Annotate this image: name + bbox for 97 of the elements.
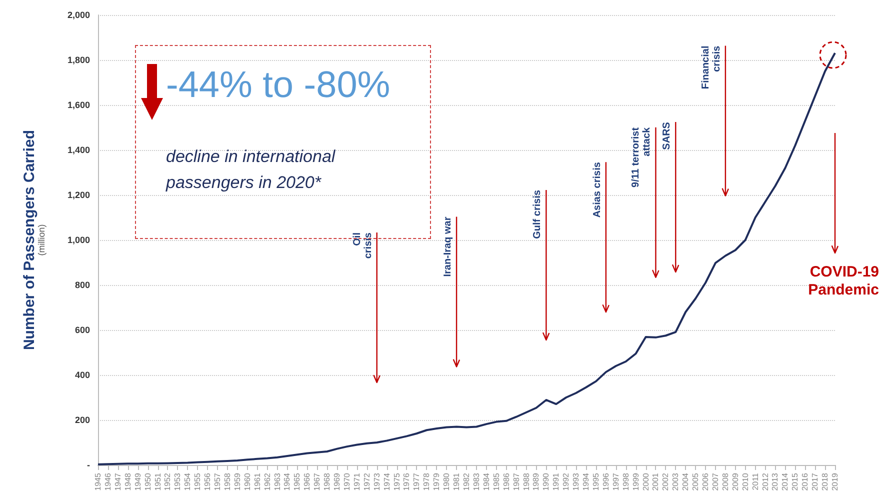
x-tick-label: 1949 xyxy=(133,472,142,491)
x-tick-label: 2014 xyxy=(780,472,790,491)
x-tick-label: 1958 xyxy=(222,472,232,491)
x-tick-label: 1947 xyxy=(113,472,122,491)
x-tick-label: 2003 xyxy=(671,472,680,491)
x-tick-label: 2019 xyxy=(830,472,840,491)
ref-line-label: Asias crisis xyxy=(592,162,603,218)
x-tick-label: 1968 xyxy=(322,472,332,491)
x-tick-label: 1954 xyxy=(183,472,192,491)
x-tick-label: 1951 xyxy=(153,472,162,491)
x-tick-label: 1948 xyxy=(123,472,132,491)
x-tick-label: 1982 xyxy=(462,472,471,491)
x-tick-label: 2018 xyxy=(820,472,830,491)
y-tick-label: 2,000 xyxy=(67,10,90,20)
ref-line-label: SARS xyxy=(662,122,673,150)
x-tick-label: 1999 xyxy=(631,472,640,491)
x-tick-label: 1950 xyxy=(143,472,152,491)
x-tick-label: 1986 xyxy=(502,472,511,491)
x-tick-label: 1976 xyxy=(402,472,412,491)
x-tick-label: 2016 xyxy=(800,472,810,491)
x-tick-label: 1987 xyxy=(512,472,521,491)
x-tick-label: 2013 xyxy=(770,472,780,491)
x-tick-label: 2002 xyxy=(661,472,670,491)
ref-line-label: Oil crisis xyxy=(352,232,374,259)
x-tick-label: 1960 xyxy=(242,472,252,491)
y-tick-label: 1,600 xyxy=(67,100,90,110)
x-tick-label: 1992 xyxy=(562,472,571,491)
x-tick-label: 1995 xyxy=(591,472,600,491)
x-tick-label: 1977 xyxy=(412,472,422,491)
y-tick-label: 1,400 xyxy=(67,145,90,155)
x-tick-label: 1997 xyxy=(611,472,620,491)
ref-line-label: Financial crisis xyxy=(700,45,722,90)
ref-line-label: Gulf crisis xyxy=(532,190,544,239)
x-tick-label: 1957 xyxy=(213,472,222,491)
x-tick-label: 1945 xyxy=(94,472,102,491)
x-tick-label: 1966 xyxy=(302,472,312,491)
x-tick-label: 1975 xyxy=(392,472,402,491)
x-tick-label: 1980 xyxy=(442,472,452,491)
x-tick-label: 1971 xyxy=(352,472,362,491)
x-tick-label: 2004 xyxy=(681,472,690,491)
ref-line-label: Iran-Iraq war xyxy=(442,216,454,277)
x-tick-label: 1998 xyxy=(621,472,630,491)
x-tick-label: 2015 xyxy=(790,472,800,491)
x-tick-label: 2011 xyxy=(750,472,760,490)
x-tick-label: 1961 xyxy=(252,472,262,491)
y-tick-label: 800 xyxy=(74,280,90,290)
y-tick-label: 1,000 xyxy=(67,235,90,245)
x-tick-label: 1996 xyxy=(601,472,610,491)
x-tick-label: 2009 xyxy=(730,472,740,491)
x-tick-label: 2000 xyxy=(641,472,650,491)
ref-line-label: 9/11 terrorist attack xyxy=(630,126,653,188)
x-tick-label: 2008 xyxy=(720,472,730,491)
x-tick-label: 1990 xyxy=(542,472,551,491)
x-tick-label: 2005 xyxy=(691,472,700,491)
y-tick-label: 1,200 xyxy=(67,190,90,200)
x-tick-label: 1972 xyxy=(362,472,372,491)
x-tick-label: 1953 xyxy=(173,472,182,491)
x-tick-label: 2010 xyxy=(740,472,750,491)
x-tick-label: 2001 xyxy=(651,472,660,491)
ref-line-label: COVID-19 Pandemic xyxy=(808,264,879,299)
annotation: decline in international passengers in 2020* xyxy=(166,146,336,194)
x-tick-label: 1989 xyxy=(532,472,541,491)
x-tick-label: 1973 xyxy=(372,472,382,491)
x-tick-label: 1984 xyxy=(482,472,491,491)
x-tick-label: 2017 xyxy=(810,472,820,491)
x-tick-label: 1967 xyxy=(312,472,322,491)
x-tick-label: 2007 xyxy=(710,472,720,491)
x-tick-label: 1963 xyxy=(272,472,282,491)
x-tick-label: 1978 xyxy=(422,472,432,491)
x-tick-label: 1988 xyxy=(522,472,531,491)
x-tick-label: 2012 xyxy=(760,472,770,491)
y-tick-label: 200 xyxy=(74,415,90,425)
x-tick-label: 1985 xyxy=(492,472,501,491)
x-tick-label: 1993 xyxy=(572,472,581,491)
x-tick-label: 1952 xyxy=(163,472,172,491)
x-tick-label: 1964 xyxy=(282,472,292,491)
y-tick-label: 600 xyxy=(74,325,90,335)
annotation: -44% to -80% xyxy=(166,64,390,106)
x-tick-label: 1983 xyxy=(472,472,481,491)
x-tick-label: 1962 xyxy=(262,472,272,491)
x-tick-label: 1956 xyxy=(203,472,212,491)
x-tick-label: 1970 xyxy=(342,472,352,491)
x-tick-label: 1969 xyxy=(332,472,342,491)
x-tick-label: 1994 xyxy=(582,472,591,491)
y-tick-label: 400 xyxy=(74,370,90,380)
x-tick-label: 1946 xyxy=(103,472,112,491)
y-tick-label: 1,800 xyxy=(67,55,90,65)
x-tick-label: 1955 xyxy=(193,472,202,491)
x-tick-label: 1965 xyxy=(292,472,302,491)
y-tick-label: - xyxy=(87,460,90,470)
x-tick-label: 1991 xyxy=(552,472,561,491)
x-tick-label: 1981 xyxy=(452,472,462,491)
x-tick-label: 1974 xyxy=(382,472,392,491)
y-axis-title: Number of Passengers Carried (million) xyxy=(21,130,46,350)
x-tick-label: 2006 xyxy=(701,472,710,491)
x-tick-label: 1959 xyxy=(232,472,242,491)
x-tick-label: 1979 xyxy=(432,472,442,491)
